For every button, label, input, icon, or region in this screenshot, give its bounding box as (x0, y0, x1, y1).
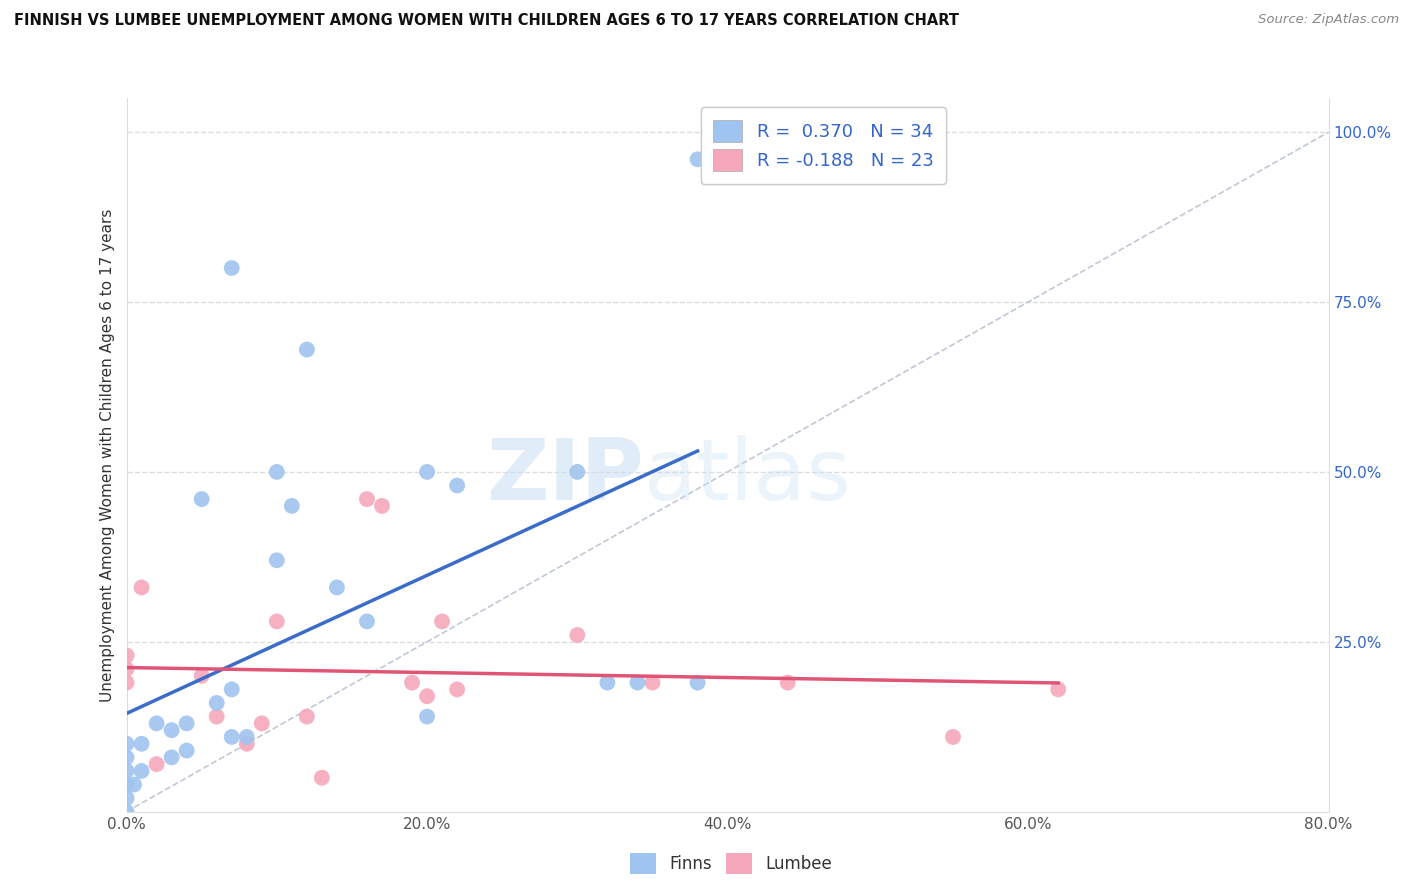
Point (266, 465, 288, 479)
Point (686, 153, 709, 167)
Point (686, 675, 709, 690)
Point (176, 743, 198, 757)
Point (115, 737, 138, 751)
Point (567, 628, 589, 642)
Point (626, 675, 648, 690)
Point (281, 499, 304, 513)
Point (115, 648, 138, 663)
Point (430, 615, 453, 629)
Point (250, 716, 273, 731)
Point (122, 778, 145, 792)
Point (266, 553, 288, 567)
Point (131, 764, 153, 778)
Point (446, 478, 468, 492)
Point (235, 730, 259, 744)
Point (1047, 682, 1070, 697)
Point (115, 675, 138, 690)
Point (115, 778, 138, 792)
Point (356, 615, 378, 629)
Point (190, 492, 212, 507)
Point (145, 716, 167, 731)
Legend: R =  0.370   N = 34, R = -0.188   N = 23: R = 0.370 N = 34, R = -0.188 N = 23 (700, 107, 946, 184)
Point (131, 581, 153, 595)
Point (311, 771, 333, 785)
Point (356, 492, 378, 507)
Point (190, 669, 212, 683)
Point (446, 682, 468, 697)
Point (567, 465, 589, 479)
Text: Source: ZipAtlas.com: Source: ZipAtlas.com (1258, 13, 1399, 27)
Point (641, 675, 664, 690)
Point (115, 764, 138, 778)
Legend: Finns, Lumbee: Finns, Lumbee (621, 845, 841, 882)
Y-axis label: Unemployment Among Women with Children Ages 6 to 17 years: Unemployment Among Women with Children A… (100, 208, 115, 702)
Text: ZIP: ZIP (485, 434, 644, 518)
Point (295, 709, 318, 723)
Point (160, 723, 183, 738)
Point (416, 689, 439, 703)
Point (416, 709, 439, 723)
Point (205, 709, 228, 723)
Point (221, 730, 243, 744)
Point (266, 615, 288, 629)
Point (160, 750, 183, 764)
Point (371, 499, 394, 513)
Point (176, 716, 198, 731)
Point (221, 682, 243, 697)
Point (326, 581, 349, 595)
Point (942, 730, 965, 744)
Point (145, 757, 167, 772)
Point (115, 791, 138, 805)
Point (416, 465, 439, 479)
Point (115, 805, 138, 819)
Point (235, 737, 259, 751)
Point (131, 737, 153, 751)
Point (115, 662, 138, 676)
Text: atlas: atlas (644, 434, 852, 518)
Point (596, 675, 619, 690)
Point (776, 675, 799, 690)
Point (295, 343, 318, 357)
Text: FINNISH VS LUMBEE UNEMPLOYMENT AMONG WOMEN WITH CHILDREN AGES 6 TO 17 YEARS CORR: FINNISH VS LUMBEE UNEMPLOYMENT AMONG WOM… (14, 13, 959, 29)
Point (205, 696, 228, 710)
Point (401, 675, 423, 690)
Point (115, 750, 138, 764)
Point (221, 260, 243, 275)
